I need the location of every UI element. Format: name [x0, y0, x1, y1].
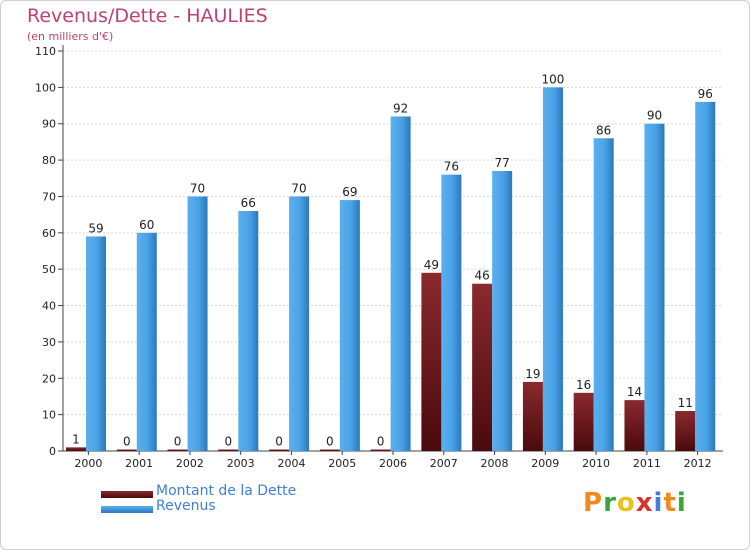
- x-tick-label: 2000: [74, 457, 102, 470]
- value-label-revenus-2001: 60: [139, 218, 154, 232]
- proxiti-logo: Proxiti: [583, 488, 687, 518]
- y-tick-label: 60: [42, 227, 56, 240]
- y-tick-label: 100: [35, 81, 56, 94]
- value-label-dette-2007: 49: [424, 258, 439, 272]
- bar-revenus-2005: [339, 200, 360, 451]
- bar-revenus-2000: [86, 236, 106, 451]
- y-tick-label: 90: [42, 118, 56, 131]
- value-label-revenus-2007: 76: [444, 160, 459, 174]
- x-tick-labels: 2000 2001 2002 2003 2004 2005 2006 2007 2008 2009…: [74, 457, 711, 470]
- bar-dette-2001: [116, 449, 137, 451]
- value-label-revenus-2011: 90: [647, 109, 662, 123]
- x-tick-label: 2001: [125, 457, 153, 470]
- value-label-dette-2012: 11: [678, 396, 693, 410]
- value-label-dette-2011: 14: [627, 385, 642, 399]
- value-label-revenus-2012: 96: [698, 87, 713, 101]
- y-tick-label: 10: [42, 409, 56, 422]
- y-tick-label: 80: [42, 154, 56, 167]
- x-tick-label: 2002: [176, 457, 204, 470]
- y-tick-label: 40: [42, 300, 56, 313]
- bar-revenus-2011: [644, 123, 665, 452]
- value-labels: 1 59 0 60 0 70 0 66 0 70 0 69 0 92 49 76 46 77 19 100 16 86 14…: [72, 72, 713, 448]
- bar-revenus-2006: [390, 116, 411, 452]
- value-label-revenus-2008: 77: [495, 156, 510, 170]
- x-tick-label: 2011: [633, 457, 661, 470]
- bar-revenus-2003: [238, 211, 259, 451]
- bar-revenus-2002: [187, 196, 208, 451]
- bar-dette-2005: [319, 449, 340, 451]
- value-label-dette-2004: 0: [275, 435, 283, 449]
- y-tick-label: 20: [42, 372, 56, 385]
- value-label-revenus-2003: 66: [241, 196, 256, 210]
- x-tick-label: 2006: [379, 457, 407, 470]
- bar-dette-2012: [675, 411, 696, 451]
- value-label-revenus-2010: 86: [596, 123, 611, 137]
- bar-dette-2002: [167, 449, 188, 451]
- y-tick-label: 110: [35, 45, 56, 58]
- value-label-revenus-2005: 69: [342, 185, 357, 199]
- y-tick-label: 50: [42, 263, 56, 276]
- chart-subtitle: (en milliers d'€): [27, 30, 114, 43]
- x-tick-label: 2008: [481, 457, 509, 470]
- value-label-revenus-2009: 100: [541, 72, 564, 86]
- value-label-dette-2009: 19: [525, 367, 540, 381]
- legend-label-revenus: Revenus: [156, 498, 216, 514]
- value-label-revenus-2000: 59: [88, 221, 103, 235]
- x-tick-label: 2007: [430, 457, 458, 470]
- value-label-dette-2000: 1: [72, 432, 80, 446]
- bar-dette-2011: [624, 400, 645, 451]
- value-label-revenus-2006: 92: [393, 101, 408, 115]
- value-label-revenus-2004: 70: [291, 181, 306, 195]
- legend-swatch-dette: [101, 491, 153, 498]
- bar-dette-2010: [573, 392, 594, 451]
- bar-revenus-2010: [593, 138, 614, 452]
- value-label-dette-2001: 0: [123, 435, 131, 449]
- bar-dette-2006: [370, 449, 391, 451]
- x-tick-label: 2010: [582, 457, 610, 470]
- value-label-dette-2008: 46: [475, 269, 490, 283]
- value-label-revenus-2002: 70: [190, 181, 205, 195]
- legend-label-dette: Montant de la Dette: [156, 483, 297, 499]
- legend-swatch-revenus: [101, 506, 153, 513]
- value-label-dette-2002: 0: [174, 435, 182, 449]
- bar-dette-2003: [218, 449, 239, 451]
- bar-dette-2009: [522, 381, 543, 451]
- chart-title: Revenus/Dette - HAULIES: [27, 5, 268, 27]
- y-tick-label: 0: [49, 445, 56, 458]
- bar-revenus-2007: [441, 174, 462, 452]
- bar-dette-2007: [421, 272, 442, 451]
- x-tick-label: 2009: [531, 457, 559, 470]
- x-tick-label: 2012: [684, 457, 712, 470]
- x-tick-label: 2003: [227, 457, 255, 470]
- bar-dette-2000: [66, 447, 86, 451]
- bars: [66, 87, 716, 452]
- x-tick-label: 2005: [328, 457, 356, 470]
- bar-dette-2004: [269, 449, 290, 451]
- bar-revenus-2008: [492, 171, 513, 451]
- bar-revenus-2012: [695, 101, 716, 451]
- y-tick-labels: 0 10 20 30 40 50 60 70 80 90 100 110: [35, 45, 56, 458]
- value-label-dette-2006: 0: [377, 435, 385, 449]
- axes: [58, 45, 723, 455]
- x-tick-label: 2004: [277, 457, 305, 470]
- value-label-dette-2005: 0: [326, 435, 334, 449]
- bar-revenus-2009: [542, 87, 563, 451]
- y-tick-label: 70: [42, 190, 56, 203]
- bar-revenus-2001: [136, 232, 157, 451]
- value-label-dette-2010: 16: [576, 378, 591, 392]
- bar-revenus-2004: [289, 196, 310, 451]
- grid-lines: [63, 50, 723, 416]
- y-tick-label: 30: [42, 336, 56, 349]
- bar-dette-2008: [472, 283, 493, 451]
- value-label-dette-2003: 0: [224, 435, 232, 449]
